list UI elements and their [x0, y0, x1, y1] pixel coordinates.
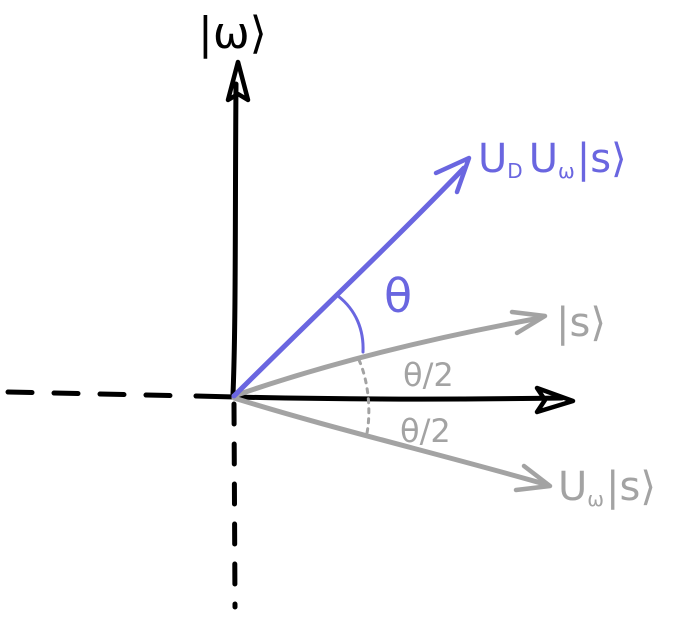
- theta-angle-arc: [336, 294, 365, 354]
- reflected-state-vector: [231, 395, 551, 488]
- omega-axis-line: [230, 81, 239, 397]
- half-angle-top-label: θ/2: [403, 356, 454, 394]
- rotated-state-vector: [231, 165, 467, 399]
- theta-label: θ: [384, 269, 412, 323]
- reflected-state-arrowhead: [513, 463, 553, 493]
- rotated-state-label: UD Uω|s⟩: [478, 136, 627, 183]
- reflected-state-label: Uω|s⟩: [558, 464, 656, 511]
- horizontal-axis-dashed-extension: [5, 389, 193, 399]
- horizontal-axis-arrowhead: [534, 385, 576, 415]
- horizontal-axis-line: [193, 393, 565, 402]
- state-s-label: |s⟩: [556, 300, 606, 346]
- state-s-arrowhead: [509, 309, 548, 336]
- half-angle-dotted-arc: [357, 358, 371, 440]
- rotated-state-arrowhead: [433, 155, 472, 195]
- state-s-vector: [231, 315, 543, 399]
- omega-axis-dashed-extension: [231, 401, 238, 610]
- half-angle-bottom-label: θ/2: [400, 412, 451, 450]
- omega-axis-arrowhead: [225, 59, 251, 103]
- omega-axis-label: |ω⟩: [198, 8, 267, 59]
